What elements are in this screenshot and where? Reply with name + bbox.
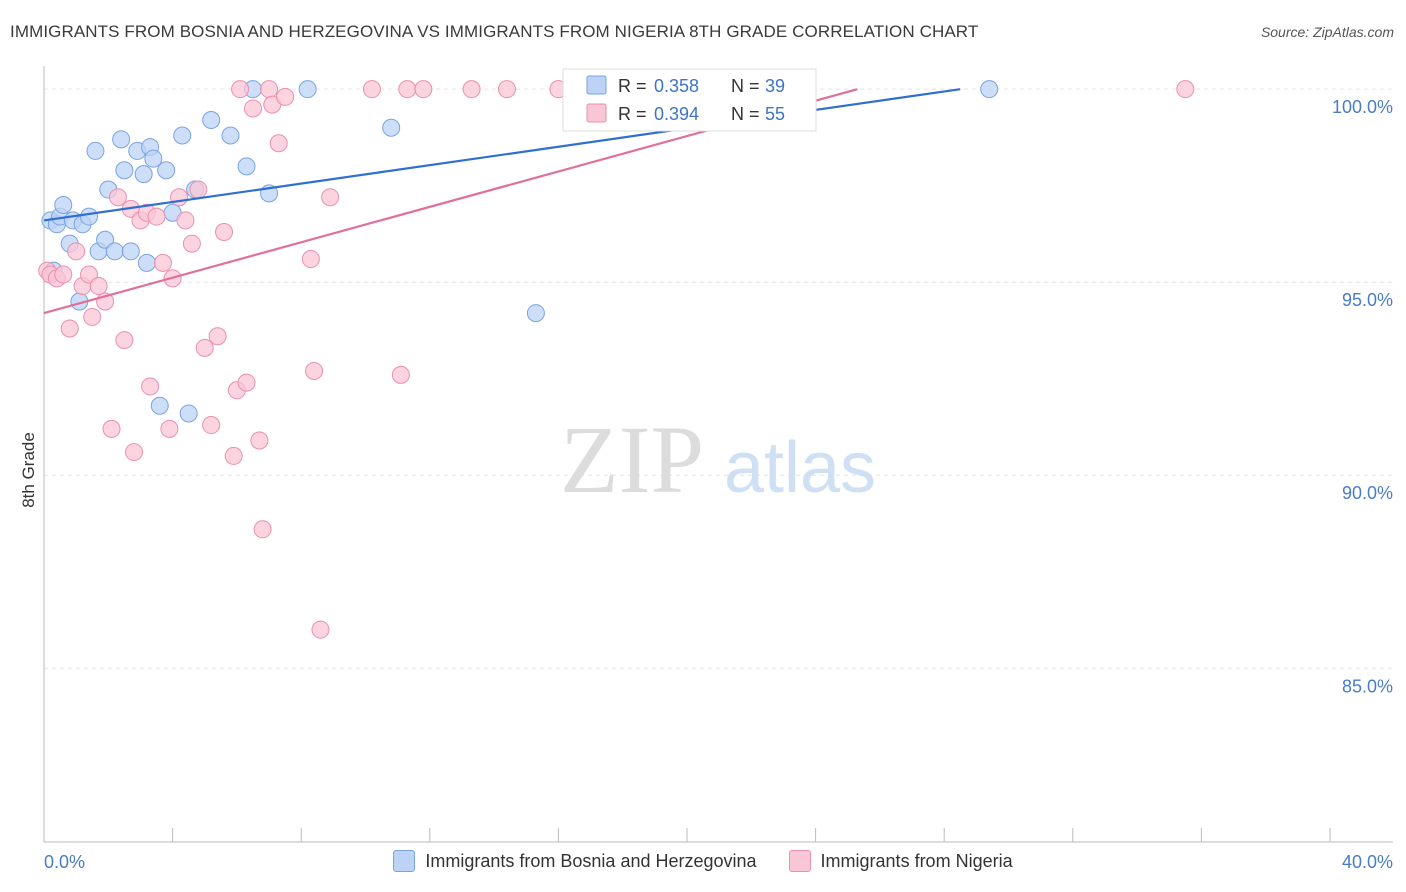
stats-legend: R = 0.358 N = 39 R = 0.394 N = 55 [562, 68, 817, 132]
stats-r-value-blue: 0.358 [654, 76, 699, 96]
point-blue-23 [150, 396, 169, 415]
point-pink-29 [208, 327, 227, 346]
chart-title: IMMIGRANTS FROM BOSNIA AND HERZEGOVINA V… [10, 22, 979, 41]
point-pink-50 [462, 80, 481, 99]
point-blue-14 [105, 242, 124, 261]
point-blue-31 [237, 157, 256, 176]
point-pink-46 [362, 80, 381, 99]
legend-swatch-pink [788, 850, 811, 872]
point-pink-30 [215, 223, 234, 242]
point-pink-20 [153, 253, 172, 272]
point-blue-20 [137, 253, 156, 272]
point-pink-26 [189, 180, 208, 199]
y-tick-label-0: 100.0% [1332, 97, 1393, 117]
legend-item-bosnia[interactable]: Immigrants from Bosnia and Herzegovina [393, 850, 757, 872]
point-pink-31 [224, 446, 243, 465]
watermark-atlas: atlas [724, 428, 876, 508]
point-pink-24 [176, 211, 195, 230]
point-blue-24 [157, 161, 176, 180]
bottom-legend: Immigrants from Bosnia and Herzegovina I… [0, 850, 1406, 872]
y-tick-label-3: 85.0% [1342, 676, 1393, 696]
point-blue-26 [173, 126, 192, 145]
watermark: ZIP atlas [560, 406, 876, 513]
y-axis-label: 8th Grade [19, 432, 38, 508]
axis-layer: 100.0% 95.0% 90.0% 85.0% [43, 66, 1393, 843]
point-blue-10 [86, 141, 105, 160]
point-pink-44 [311, 620, 330, 639]
source-label: Source: ZipAtlas.com [1260, 24, 1394, 40]
stats-n-label-pink: N = [731, 104, 760, 124]
point-pink-28 [202, 416, 221, 435]
point-pink-21 [160, 419, 179, 438]
points-layer [38, 80, 1195, 639]
legend-label-nigeria: Immigrants from Nigeria [820, 850, 1013, 871]
stats-n-value-blue: 39 [765, 76, 785, 96]
point-pink-3 [54, 265, 73, 284]
point-blue-29 [202, 111, 221, 130]
point-blue-9 [80, 207, 99, 226]
point-blue-12 [96, 230, 115, 249]
point-pink-9 [89, 277, 108, 296]
point-pink-18 [141, 377, 160, 396]
point-pink-38 [260, 80, 279, 99]
legend-swatch-blue [393, 850, 416, 872]
stats-r-value-pink: 0.394 [654, 104, 699, 124]
point-pink-4 [60, 319, 79, 338]
trend-line-blue [43, 88, 961, 222]
point-pink-49 [414, 80, 433, 99]
point-pink-41 [276, 87, 295, 106]
x-tick-label-min: 0.0% [44, 852, 85, 872]
point-blue-35 [382, 118, 401, 137]
point-blue-34 [298, 80, 317, 99]
point-pink-7 [80, 265, 99, 284]
point-pink-37 [253, 520, 272, 539]
point-blue-15 [112, 130, 131, 149]
legend-label-bosnia: Immigrants from Bosnia and Herzegovina [425, 850, 757, 871]
point-pink-12 [108, 188, 127, 207]
point-pink-25 [182, 234, 201, 253]
point-blue-17 [121, 242, 140, 261]
point-pink-36 [250, 431, 269, 450]
point-pink-34 [237, 373, 256, 392]
stats-r-label-pink: R = [618, 104, 647, 124]
point-pink-13 [115, 331, 134, 350]
point-pink-8 [83, 307, 102, 326]
point-pink-42 [301, 250, 320, 269]
stats-n-label-blue: N = [731, 76, 760, 96]
point-pink-11 [102, 419, 121, 438]
stats-n-value-pink: 55 [765, 104, 785, 124]
point-pink-43 [305, 361, 324, 380]
point-blue-38 [980, 80, 999, 99]
point-pink-33 [231, 80, 250, 99]
point-pink-35 [243, 99, 262, 118]
y-tick-label-2: 90.0% [1342, 483, 1393, 503]
x-tick-label-max: 40.0% [1342, 852, 1393, 872]
point-pink-5 [67, 242, 86, 261]
point-blue-27 [179, 404, 198, 423]
point-blue-4 [54, 195, 73, 214]
point-pink-47 [391, 365, 410, 384]
stats-r-label-blue: R = [618, 76, 647, 96]
point-pink-51 [497, 80, 516, 99]
point-pink-19 [147, 207, 166, 226]
point-blue-36 [526, 304, 545, 323]
point-blue-22 [144, 149, 163, 168]
point-pink-40 [269, 134, 288, 153]
point-pink-27 [195, 338, 214, 357]
stats-swatch-pink [586, 103, 607, 123]
watermark-zip: ZIP [560, 406, 704, 513]
point-blue-30 [221, 126, 240, 145]
point-pink-54 [1176, 80, 1195, 99]
point-blue-19 [134, 165, 153, 184]
point-pink-45 [321, 188, 340, 207]
point-pink-15 [125, 443, 144, 462]
stats-swatch-blue [586, 75, 607, 95]
y-tick-label-1: 95.0% [1342, 290, 1393, 310]
point-blue-16 [115, 161, 134, 180]
point-pink-23 [170, 188, 189, 207]
point-pink-48 [398, 80, 417, 99]
legend-item-nigeria[interactable]: Immigrants from Nigeria [788, 850, 1013, 872]
